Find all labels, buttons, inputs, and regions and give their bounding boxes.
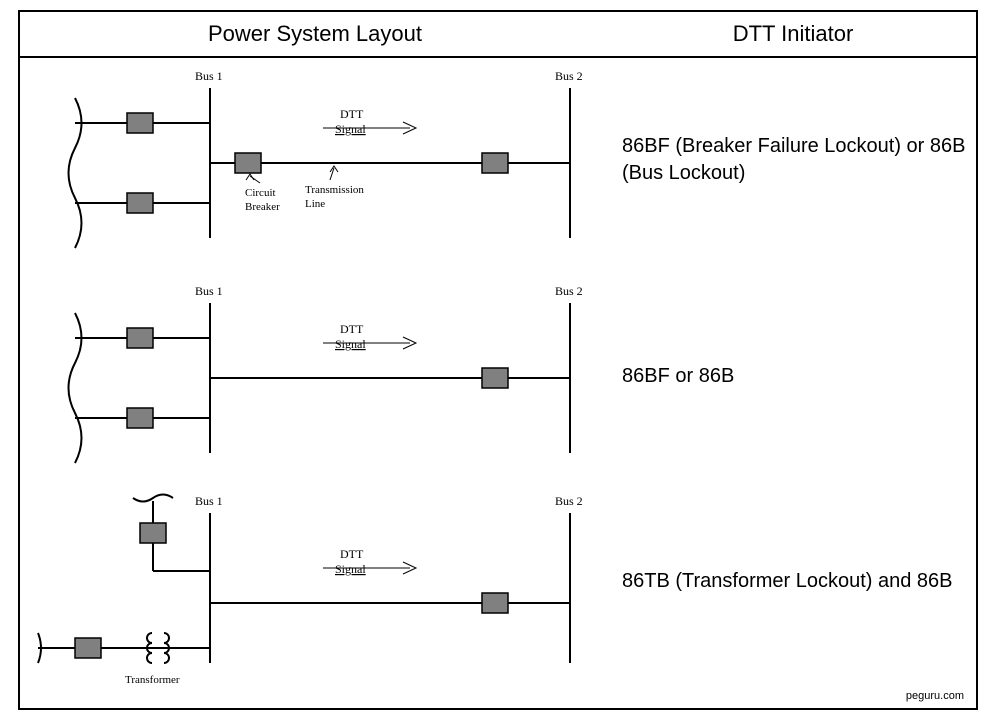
dtt-label-3: DTT	[340, 547, 364, 561]
line-label: Line	[305, 198, 325, 210]
body-area: Bus 1 Bus 2 DTT Signal	[20, 58, 976, 708]
signal-label-2: Signal	[335, 337, 366, 351]
initiator-row-1: 86BF (Breaker Failure Lockout) or 86B (B…	[622, 133, 972, 187]
circuit-label: Circuit	[245, 187, 276, 199]
header-right: DTT Initiator	[610, 12, 976, 56]
dtt-label-2: DTT	[340, 322, 364, 336]
signal-label: Signal	[335, 122, 366, 136]
header-row: Power System Layout DTT Initiator	[20, 12, 976, 58]
signal-label-3: Signal	[335, 562, 366, 576]
initiator-row-2: 86BF or 86B	[622, 363, 972, 390]
row3-svg: Bus 1 Bus 2 Transformer	[20, 483, 610, 708]
transmission-label: Transmission	[305, 184, 364, 196]
initiator-row-3: 86TB (Transformer Lockout) and 86B	[622, 568, 972, 595]
header-left: Power System Layout	[20, 12, 610, 56]
diagram-frame: Power System Layout DTT Initiator Bus 1 …	[0, 0, 998, 726]
breaker-label: Breaker	[245, 201, 280, 213]
row1-svg: Bus 1 Bus 2 DTT Signal	[20, 58, 610, 268]
dtt-label: DTT	[340, 107, 364, 121]
bus2-label-2: Bus 2	[555, 284, 583, 298]
bus1-label-2: Bus 1	[195, 284, 223, 298]
transformer-label: Transformer	[125, 674, 180, 686]
row2-svg: Bus 1 Bus 2 DTT Signal	[20, 273, 610, 483]
bus2-label-3: Bus 2	[555, 494, 583, 508]
bus1-label: Bus 1	[195, 69, 223, 83]
bus1-label-3: Bus 1	[195, 494, 223, 508]
watermark: peguru.com	[906, 690, 964, 702]
bus2-label: Bus 2	[555, 69, 583, 83]
outer-border: Power System Layout DTT Initiator Bus 1 …	[18, 10, 978, 710]
